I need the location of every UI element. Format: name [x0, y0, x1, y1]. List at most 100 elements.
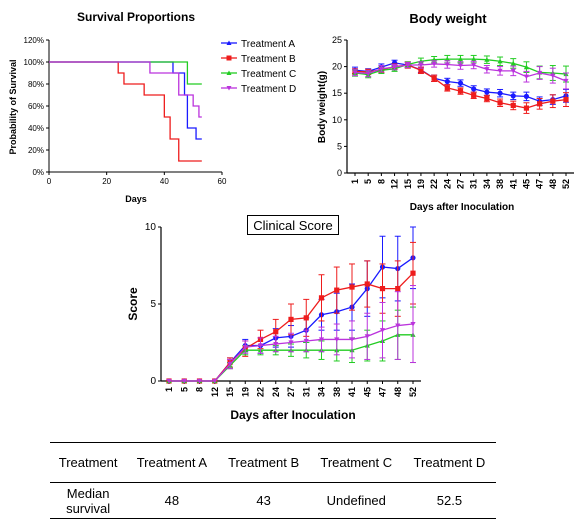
body-weight-point: [484, 95, 490, 102]
clinical-score-x-tick-label: 15: [225, 387, 235, 397]
clinical-score-x-tick-label: 52: [408, 387, 418, 397]
body-weight-point: [497, 68, 503, 74]
body-weight-point: [510, 60, 516, 66]
clinical-score-y-tick-label: 10: [145, 222, 157, 233]
body-weight-y-tick-label: 0: [337, 168, 342, 178]
table-cell: 48: [164, 493, 180, 508]
clinical-score-y-axis-label: Score: [126, 287, 140, 321]
body-weight-point: [457, 88, 464, 94]
legend-marker-icon: [226, 86, 232, 91]
survival-line-4: [49, 61, 202, 118]
body-weight-x-tick-label: 24: [442, 179, 452, 189]
clinical-score-x-axis-label: Days after Inoculation: [230, 408, 355, 422]
body-weight-point: [563, 78, 569, 84]
clinical-score-x-tick-label: 1: [164, 387, 174, 392]
body-weight-point: [523, 93, 530, 99]
body-weight-y-tick-label: 15: [332, 88, 342, 98]
clinical-score-x-tick-label: 22: [256, 387, 266, 397]
clinical-score-y-tick-label: 0: [150, 376, 156, 387]
body-weight-point: [523, 64, 530, 70]
body-weight-point: [444, 56, 450, 62]
row-label-line2: survival: [66, 500, 111, 516]
body-weight-point: [431, 75, 437, 81]
legend-label: Treatment A: [241, 39, 295, 50]
table-header-cell: Treatment C: [320, 455, 393, 470]
survival-legend: Treatment A Treatment B Treatment C Treatme…: [221, 39, 296, 95]
survival-x-axis-label: Days: [125, 194, 147, 204]
body-weight-point: [510, 93, 516, 99]
body-weight-point: [523, 74, 530, 80]
clinical-score-x-tick-label: 5: [179, 387, 189, 392]
body-weight-lines: [352, 54, 569, 114]
body-weight-series-4: [352, 60, 569, 90]
clinical-score-title: Clinical Score: [247, 215, 339, 235]
survival-x-tick-label: 60: [218, 177, 227, 186]
table-row-label: Median survival: [50, 483, 126, 519]
row-label-line1: Median: [66, 485, 110, 501]
body-weight-y-tick-label: 10: [332, 115, 342, 125]
survival-chart-title: Survival Proportions: [77, 10, 195, 24]
body-weight-point: [431, 61, 437, 67]
table-cell: 43: [256, 493, 271, 508]
clinical-score-point: [395, 323, 401, 329]
survival-line-2: [49, 61, 202, 162]
legend-marker-icon: [226, 55, 232, 61]
clinical-score-point: [410, 321, 416, 327]
table-cell: Undefined: [326, 493, 386, 508]
clinical-score-point: [379, 328, 386, 333]
survival-y-tick-label: 60%: [28, 102, 44, 111]
clinical-score-point: [410, 270, 416, 276]
clinical-score-point: [181, 378, 187, 384]
body-weight-point: [484, 89, 490, 95]
clinical-score-point: [288, 316, 294, 322]
body-weight-point: [457, 80, 464, 86]
clinical-score-x-tick-label: 45: [362, 387, 372, 397]
body-weight-x-tick-label: 38: [495, 179, 505, 189]
body-weight-point: [405, 62, 411, 68]
clinical-score-point: [196, 378, 203, 384]
body-weight-point: [510, 102, 516, 109]
clinical-score-point: [166, 378, 172, 384]
clinical-score-point: [273, 329, 279, 335]
clinical-score-y-tick-label: 5: [150, 299, 156, 310]
body-weight-point: [537, 70, 543, 76]
survival-y-tick-label: 0%: [32, 168, 44, 177]
body-weight-x-tick-label: 8: [376, 179, 386, 184]
body-weight-point: [418, 62, 424, 68]
body-weight-point: [563, 96, 569, 103]
table-header-row: Treatment Treatment A Treatment B Treatm…: [50, 442, 496, 483]
body-weight-point: [457, 56, 464, 62]
clinical-score-x-tick-label: 38: [332, 387, 342, 397]
clinical-score-x-tick-label: 19: [240, 387, 250, 397]
clinical-score-x-tick-label: 8: [195, 387, 205, 392]
body-weight-point: [484, 57, 490, 62]
clinical-score-lines: [166, 226, 416, 384]
body-weight-point: [497, 90, 503, 96]
clinical-score-point: [212, 378, 218, 384]
clinical-score-point: [334, 337, 340, 343]
clinical-score-point: [364, 281, 370, 287]
body-weight-point: [537, 101, 543, 107]
clinical-score-x-tick-label: 12: [210, 387, 220, 397]
body-weight-point: [378, 66, 384, 72]
body-weight-y-tick-label: 25: [332, 35, 342, 45]
survival-axes: 0% 20% 40% 60% 80% 100% 120% 0 20 40 60: [24, 36, 227, 186]
legend-label: Treatment C: [241, 69, 296, 80]
body-weight-x-tick-label: 48: [548, 179, 558, 189]
clinical-score-x-tick-label: 47: [378, 387, 388, 397]
table-row: Median survival 48 43 Undefined 52.5: [50, 483, 496, 519]
legend-label: Treatment B: [241, 54, 296, 65]
clinical-score-point: [349, 284, 355, 290]
clinical-score-point: [364, 334, 370, 339]
clinical-score-point: [242, 345, 248, 350]
table-cell: 52.5: [436, 493, 463, 508]
table-header-cell: Treatment A: [136, 455, 208, 470]
clinical-score-point: [318, 295, 325, 301]
legend-marker-icon: [226, 70, 232, 75]
body-weight-point: [444, 62, 450, 68]
body-weight-x-tick-label: 5: [363, 179, 373, 184]
